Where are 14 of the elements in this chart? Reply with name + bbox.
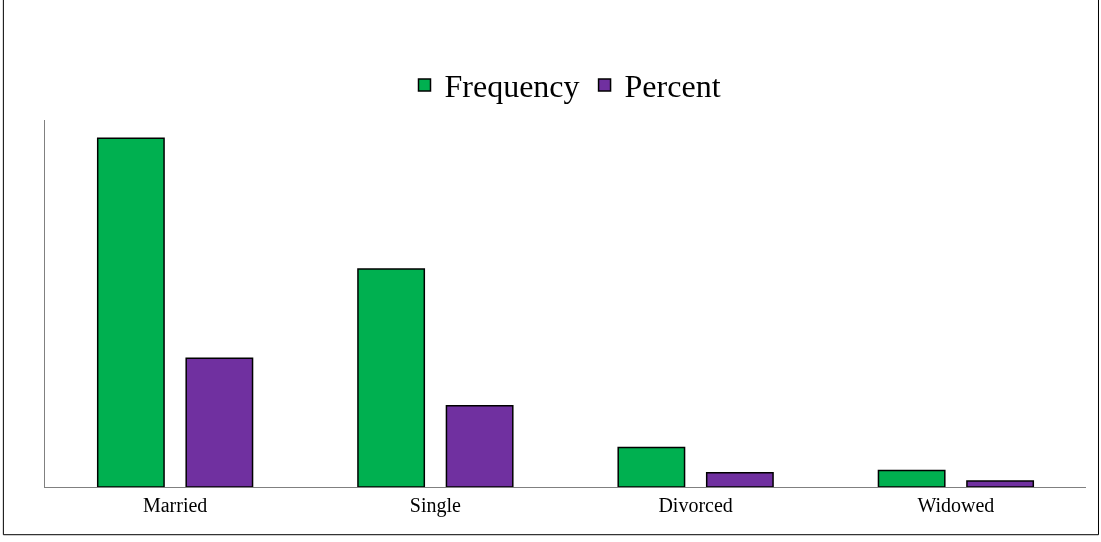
bar — [445, 404, 514, 487]
bar — [617, 446, 686, 487]
bar — [966, 480, 1035, 487]
legend-label: Frequency — [444, 68, 580, 105]
bar — [877, 469, 946, 487]
bar — [705, 471, 774, 487]
bar — [96, 137, 165, 487]
x-tick-label: Married — [142, 494, 208, 516]
x-tick-label: Divorced — [658, 494, 733, 516]
x-tick-label: Widowed — [917, 494, 995, 516]
bar — [357, 268, 426, 487]
bar — [185, 357, 254, 487]
x-tick-label: Single — [409, 494, 462, 517]
legend-label: Percent — [624, 68, 721, 105]
